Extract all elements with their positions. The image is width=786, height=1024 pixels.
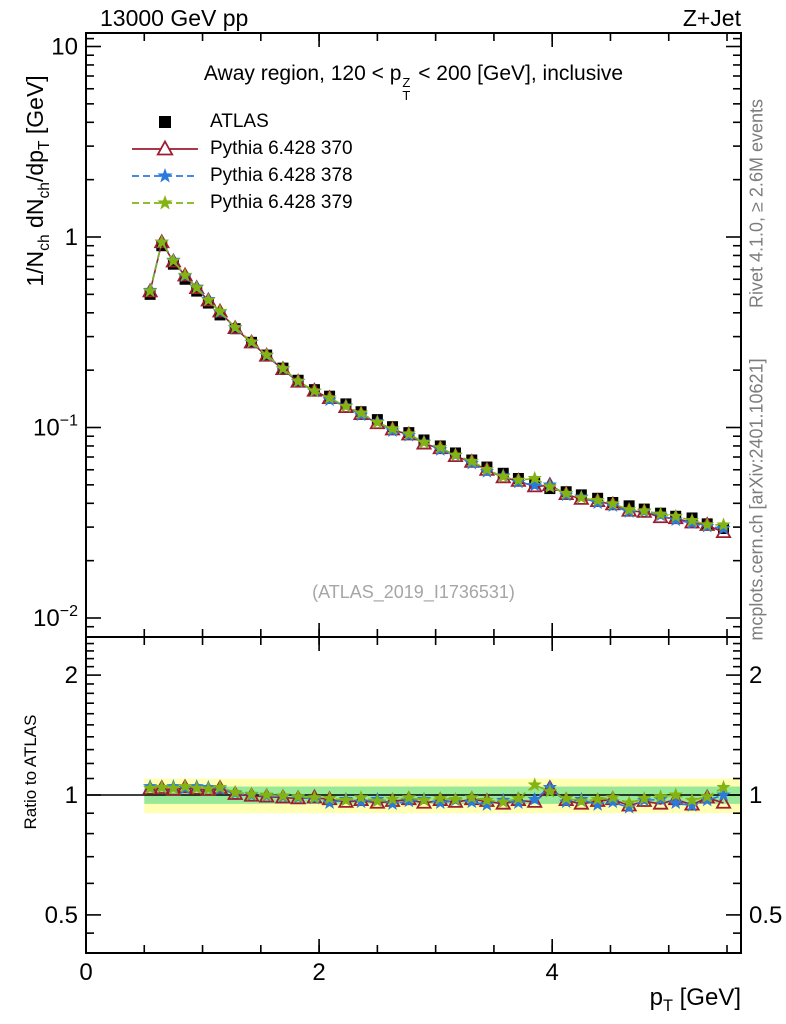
series-pythia-6-428-378-top bbox=[142, 234, 731, 535]
legend-label: Pythia 6.428 378 bbox=[210, 164, 353, 186]
svg-text:2: 2 bbox=[312, 959, 325, 986]
atlas-marker-icon bbox=[159, 115, 171, 128]
y-axis-tick-labels-top: 10 1 10−1 10−2 bbox=[33, 34, 78, 633]
legend-item-pythia-378: Pythia 6.428 378 bbox=[130, 162, 353, 189]
svg-text:1: 1 bbox=[65, 782, 78, 809]
series-pythia-6-428-379-ratio bbox=[142, 777, 731, 810]
y-axis-ticks-ratio bbox=[86, 642, 741, 934]
y-axis-tick-labels-ratio: 2 2 1 1 0.5 0.5 bbox=[45, 662, 783, 929]
legend: ATLAS Pythia 6.428 370 Pythia 6.428 378 … bbox=[130, 108, 353, 216]
legend-item-pythia-370: Pythia 6.428 370 bbox=[130, 135, 353, 162]
legend-label: ATLAS bbox=[210, 110, 269, 132]
y-axis-ticks-top bbox=[86, 37, 741, 628]
ratio-axis-title: Ratio to ATLAS bbox=[21, 714, 40, 830]
svg-text:10−1: 10−1 bbox=[33, 413, 78, 442]
series-pythia-6-428-379-top bbox=[142, 234, 731, 531]
beam-energy-label: 13000 GeV pp bbox=[100, 5, 249, 31]
x-axis-title: pT [GeV] bbox=[649, 984, 741, 1016]
svg-text:0.5: 0.5 bbox=[749, 902, 782, 929]
legend-label: Pythia 6.428 370 bbox=[210, 137, 353, 159]
svg-text:2: 2 bbox=[65, 662, 78, 689]
legend-item-pythia-379: Pythia 6.428 379 bbox=[130, 189, 353, 216]
svg-text:4: 4 bbox=[546, 959, 559, 986]
legend-item-atlas: ATLAS bbox=[130, 108, 353, 135]
process-label: Z+Jet bbox=[682, 5, 741, 31]
legend-label: Pythia 6.428 379 bbox=[210, 191, 353, 213]
x-axis-tick-labels: 0 2 4 bbox=[79, 959, 559, 986]
pythia-378-marker-icon bbox=[132, 167, 198, 182]
analysis-id-watermark: (ATLAS_2019_I1736531) bbox=[312, 582, 515, 602]
svg-text:1: 1 bbox=[65, 224, 78, 251]
x-axis-ticks bbox=[143, 33, 728, 953]
series-atlas bbox=[144, 240, 730, 534]
y-axis-title: 1/Nch dNch/dpT [GeV] bbox=[22, 75, 53, 287]
series-pythia-6-428-370-top bbox=[141, 233, 732, 539]
mcplots-attribution-note: mcplots.cern.ch [arXiv:2401.10621] bbox=[746, 358, 767, 641]
svg-text:10−2: 10−2 bbox=[33, 603, 78, 632]
svg-text:1: 1 bbox=[749, 782, 762, 809]
svg-text:0.5: 0.5 bbox=[45, 902, 78, 929]
pythia-370-marker-icon bbox=[132, 139, 198, 155]
rivet-version-note: Rivet 4.1.0, ≥ 2.6M events bbox=[746, 99, 767, 308]
svg-text:10: 10 bbox=[51, 34, 78, 61]
svg-text:0: 0 bbox=[79, 959, 92, 986]
svg-text:2: 2 bbox=[749, 662, 762, 689]
pythia-379-marker-icon bbox=[132, 194, 198, 209]
